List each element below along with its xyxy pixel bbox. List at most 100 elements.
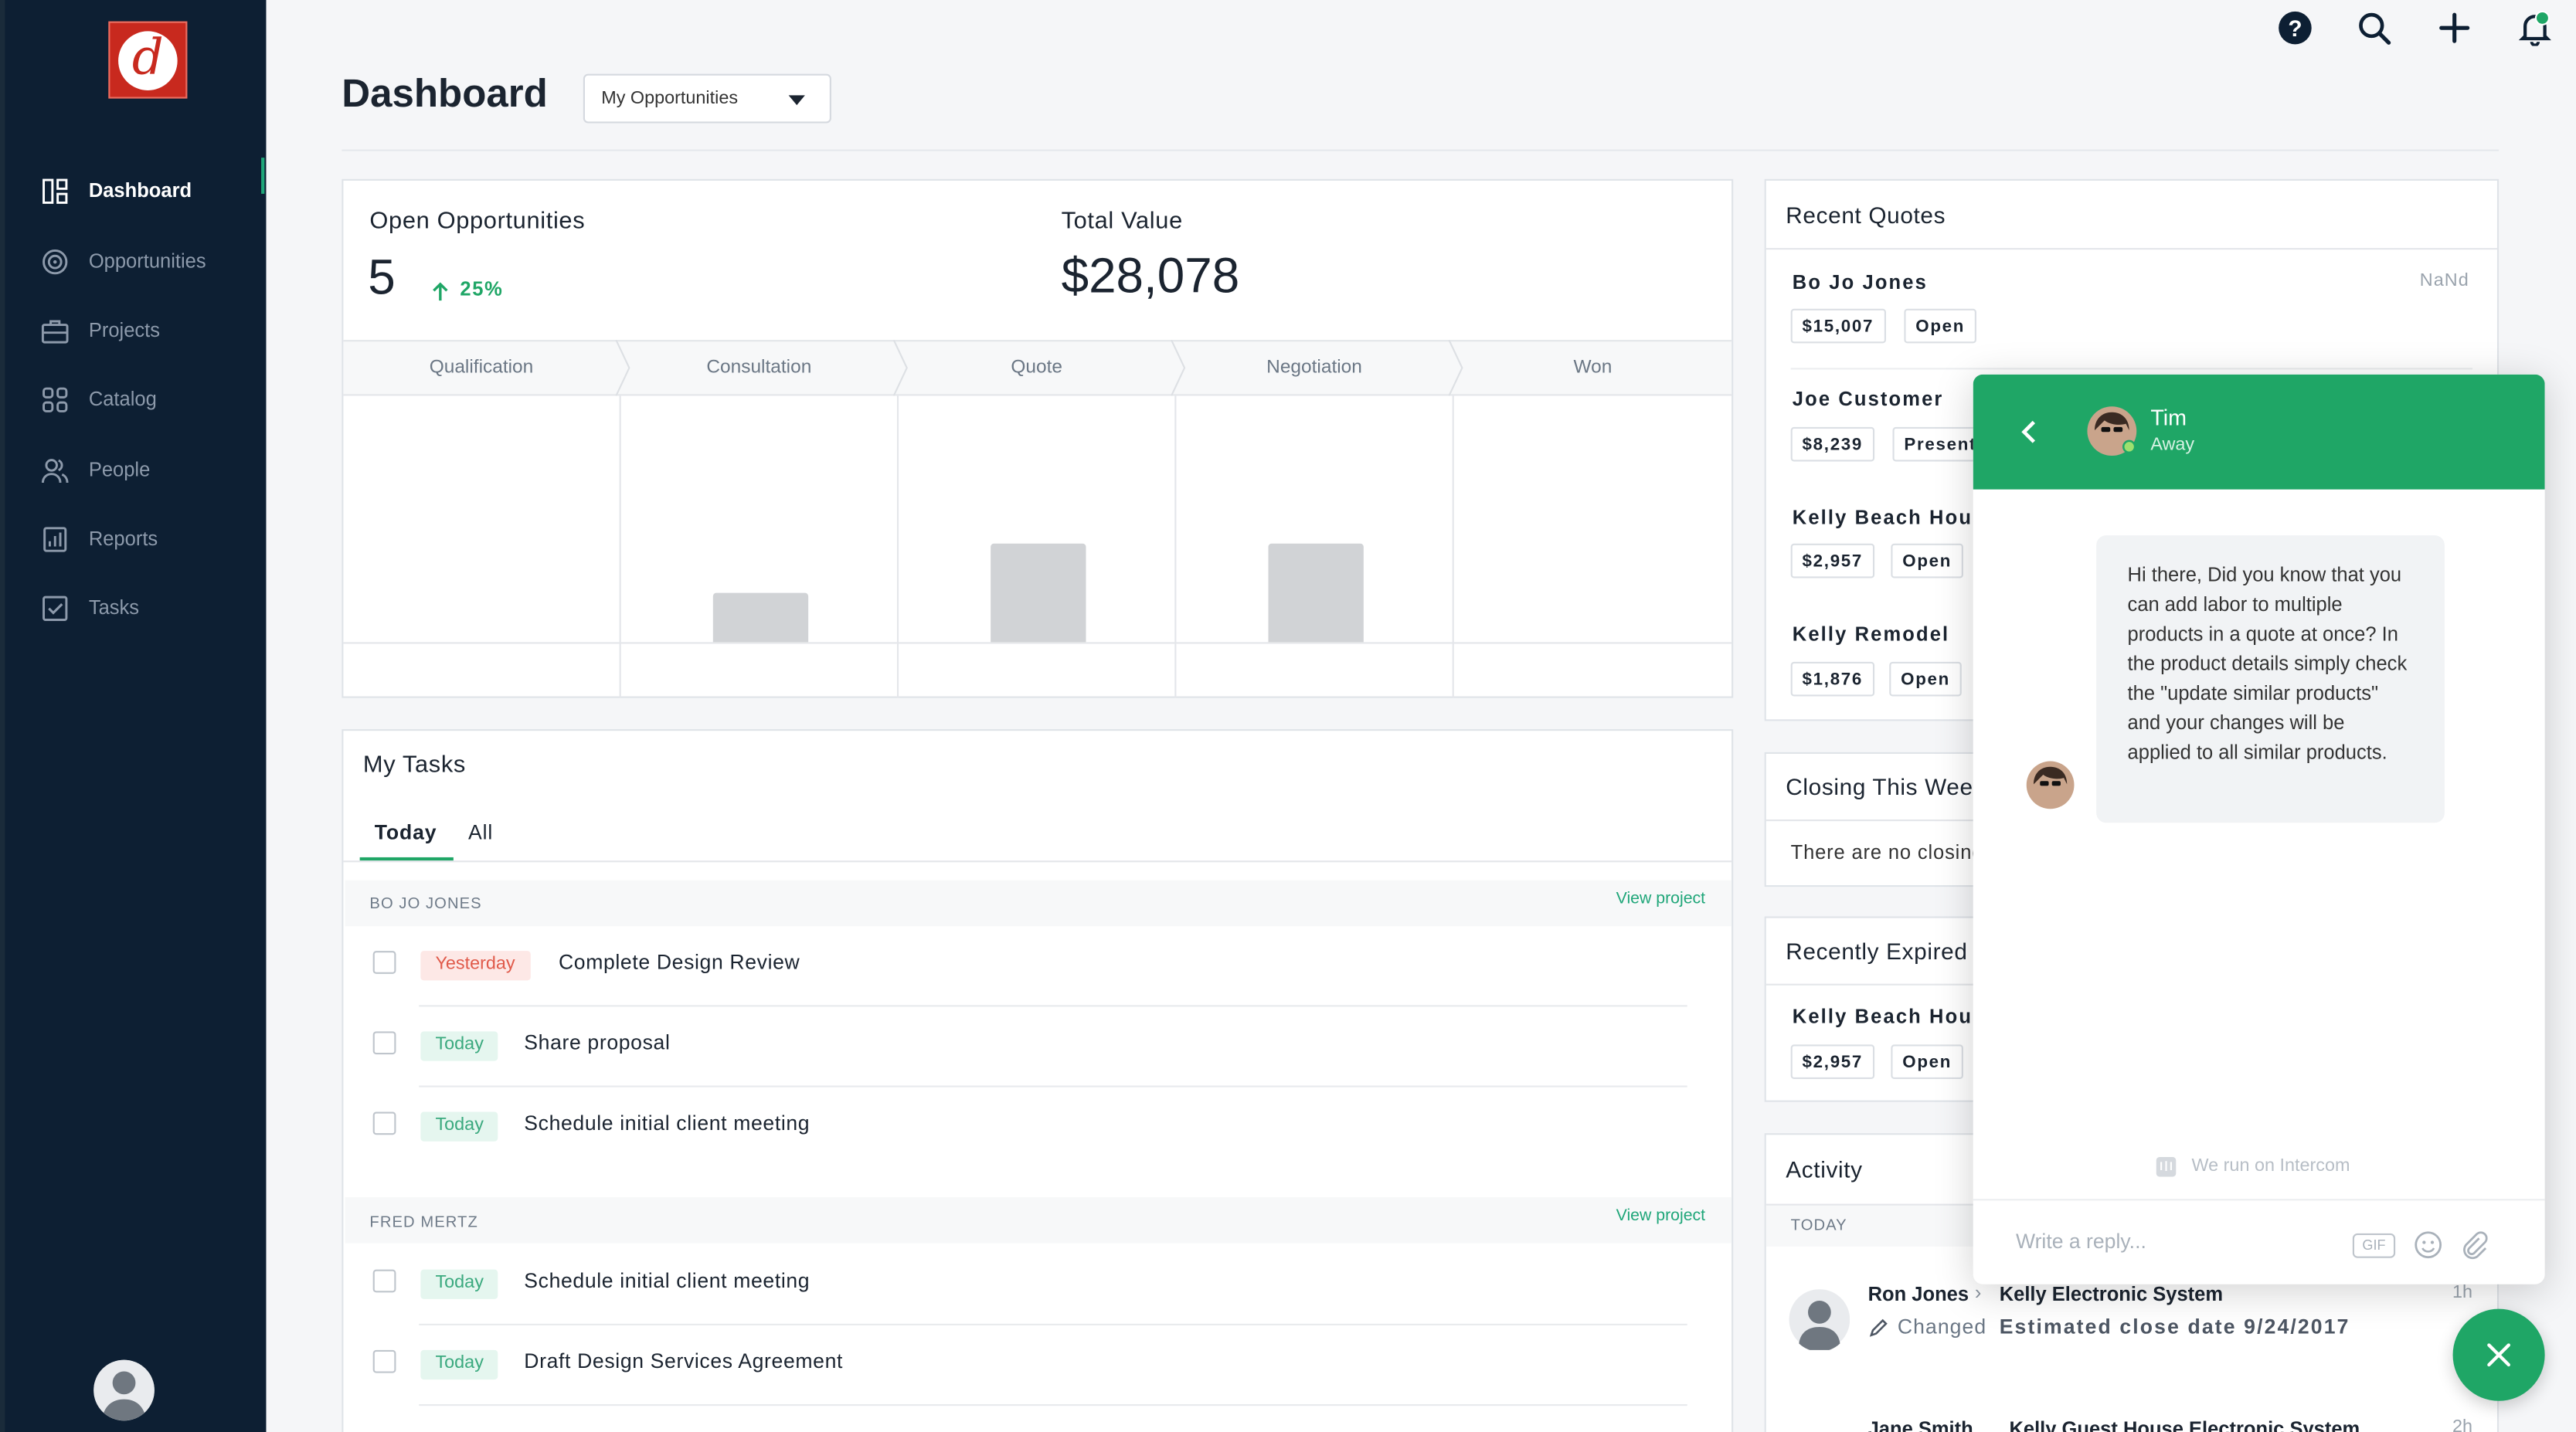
sidebar-item-catalog[interactable]: Catalog xyxy=(5,372,266,427)
quote-name[interactable]: Bo Jo Jones xyxy=(1792,270,1928,294)
report-icon xyxy=(43,526,67,551)
attachment-icon[interactable] xyxy=(2459,1230,2489,1260)
task-group-header: FRED MERTZ View project xyxy=(345,1197,1732,1244)
task-row: Today Share proposal xyxy=(343,1031,1733,1113)
stage-quote[interactable]: Quote xyxy=(1011,358,1062,378)
task-checkbox[interactable] xyxy=(372,1031,396,1055)
activity-title: Activity xyxy=(1786,1155,1863,1183)
active-tab-indicator xyxy=(359,857,454,861)
add-icon[interactable] xyxy=(2436,10,2472,46)
due-tag: Today xyxy=(420,1269,499,1299)
chat-message-bubble: Hi there, Did you know that you can add … xyxy=(2096,535,2445,823)
stage-won[interactable]: Won xyxy=(1573,358,1613,378)
sidebar-item-projects[interactable]: Projects xyxy=(5,302,266,358)
task-checkbox[interactable] xyxy=(372,951,396,974)
opportunity-filter-dropdown[interactable]: My Opportunities xyxy=(583,73,831,124)
sidebar-item-label: Projects xyxy=(88,318,161,342)
activity-user[interactable]: Ron Jones xyxy=(1867,1282,1969,1306)
tasks-title: My Tasks xyxy=(362,752,466,779)
task-title[interactable]: Share proposal xyxy=(524,1031,671,1055)
activity-target[interactable]: Kelly Guest House Electronic System xyxy=(2009,1417,2360,1432)
stage-negotiation[interactable]: Negotiation xyxy=(1266,358,1362,378)
quote-amount: $15,007 xyxy=(1790,308,1886,344)
emoji-icon[interactable] xyxy=(2414,1230,2443,1260)
reply-input[interactable]: Write a reply... xyxy=(2015,1230,2146,1254)
expired-title: Recently Expired xyxy=(1786,938,1968,965)
sidebar-item-dashboard[interactable]: Dashboard xyxy=(5,158,266,219)
activity-avatar-icon xyxy=(1789,1289,1850,1350)
task-title[interactable]: Complete Design Review xyxy=(558,951,800,974)
quote-time: NaNd xyxy=(2419,270,2469,291)
stage-separators xyxy=(615,340,1463,396)
baseline xyxy=(343,642,1732,644)
task-row: Today Draft Design Services Agreement xyxy=(343,1349,1733,1432)
chat-header: Tim Away xyxy=(1973,374,2545,490)
stage-bar-negotiation xyxy=(1267,543,1363,643)
powered-by-text[interactable]: We run on Intercom xyxy=(2191,1155,2350,1176)
quote-name[interactable]: Kelly Beach House xyxy=(1792,505,1998,529)
task-checkbox[interactable] xyxy=(372,1349,396,1373)
activity-target[interactable]: Kelly Electronic System xyxy=(1999,1282,2224,1306)
tab-all[interactable]: All xyxy=(467,821,494,844)
task-group-name: BO JO JONES xyxy=(369,894,482,914)
sidebar-item-label: Tasks xyxy=(88,596,140,619)
task-title[interactable]: Schedule initial client meeting xyxy=(524,1269,811,1293)
close-chat-button[interactable] xyxy=(2452,1308,2545,1401)
column-divider xyxy=(896,395,899,698)
total-value: $28,078 xyxy=(1061,249,1240,304)
task-group-header: BO JO JONES View project xyxy=(345,880,1732,927)
gif-button[interactable]: GIF xyxy=(2352,1233,2396,1258)
people-icon xyxy=(41,458,69,483)
sidebar-item-reports[interactable]: Reports xyxy=(5,511,266,566)
activity-user[interactable]: Jane Smith xyxy=(1867,1417,1973,1432)
quote-name[interactable]: Kelly Beach House xyxy=(1792,1005,1998,1029)
app-logo[interactable]: d xyxy=(108,21,188,99)
sidebar: d Dashboard Opportunities Projects Catal… xyxy=(0,0,267,1432)
quote-name[interactable]: Joe Customer xyxy=(1792,387,1944,411)
stage-qualification[interactable]: Qualification xyxy=(429,358,534,378)
activity-action: Changed xyxy=(1897,1315,1987,1339)
quote-status: Open xyxy=(1889,661,1962,697)
close-icon xyxy=(2487,1343,2510,1367)
open-opportunities-label: Open Opportunities xyxy=(369,209,586,236)
arrow-up-icon xyxy=(433,282,448,301)
divider xyxy=(1765,248,2497,250)
activity-time: 1h xyxy=(2452,1282,2473,1303)
view-project-link[interactable]: View project xyxy=(1616,890,1706,908)
back-arrow-icon[interactable] xyxy=(2017,419,2041,445)
pipeline-header xyxy=(343,340,1732,396)
quote-name[interactable]: Kelly Remodel xyxy=(1792,622,1950,646)
task-title[interactable]: Schedule initial client meeting xyxy=(524,1111,811,1135)
agent-avatar xyxy=(2087,406,2137,456)
pencil-icon xyxy=(1869,1318,1888,1337)
agent-name: Tim xyxy=(2150,406,2187,431)
sidebar-item-tasks[interactable]: Tasks xyxy=(5,580,266,636)
quote-amount: $2,957 xyxy=(1790,543,1874,579)
change-percent: 25% xyxy=(460,277,504,301)
task-checkbox[interactable] xyxy=(372,1111,396,1135)
stage-consultation[interactable]: Consultation xyxy=(706,358,812,378)
agent-status: Away xyxy=(2150,435,2195,455)
tab-today[interactable]: Today xyxy=(374,821,437,844)
task-row: Yesterday Complete Design Review xyxy=(343,951,1733,1033)
row-divider xyxy=(419,1403,1687,1407)
due-tag: Today xyxy=(420,1349,499,1380)
chat-widget: Tim Away Hi there, Did you know that you… xyxy=(1973,374,2545,1284)
help-icon[interactable]: ? xyxy=(2277,10,2313,46)
quote-amount: $8,239 xyxy=(1790,426,1874,462)
sidebar-item-opportunities[interactable]: Opportunities xyxy=(5,233,266,289)
view-project-link[interactable]: View project xyxy=(1616,1206,1706,1226)
sidebar-item-people[interactable]: People xyxy=(5,442,266,497)
notification-icon[interactable] xyxy=(2517,10,2553,46)
page-title: Dashboard xyxy=(342,72,548,117)
user-avatar[interactable] xyxy=(93,1359,155,1421)
checkbox-icon xyxy=(42,595,68,620)
tasks-card: My Tasks Today All BO JO JONES View proj… xyxy=(342,729,1734,1432)
sidebar-item-label: Dashboard xyxy=(88,178,192,202)
row-divider xyxy=(419,1085,1687,1088)
task-checkbox[interactable] xyxy=(372,1269,396,1293)
task-title[interactable]: Draft Design Services Agreement xyxy=(524,1349,844,1373)
quote-amount: $2,957 xyxy=(1790,1044,1874,1079)
search-icon[interactable] xyxy=(2356,10,2392,46)
sidebar-item-label: Opportunities xyxy=(88,249,206,273)
